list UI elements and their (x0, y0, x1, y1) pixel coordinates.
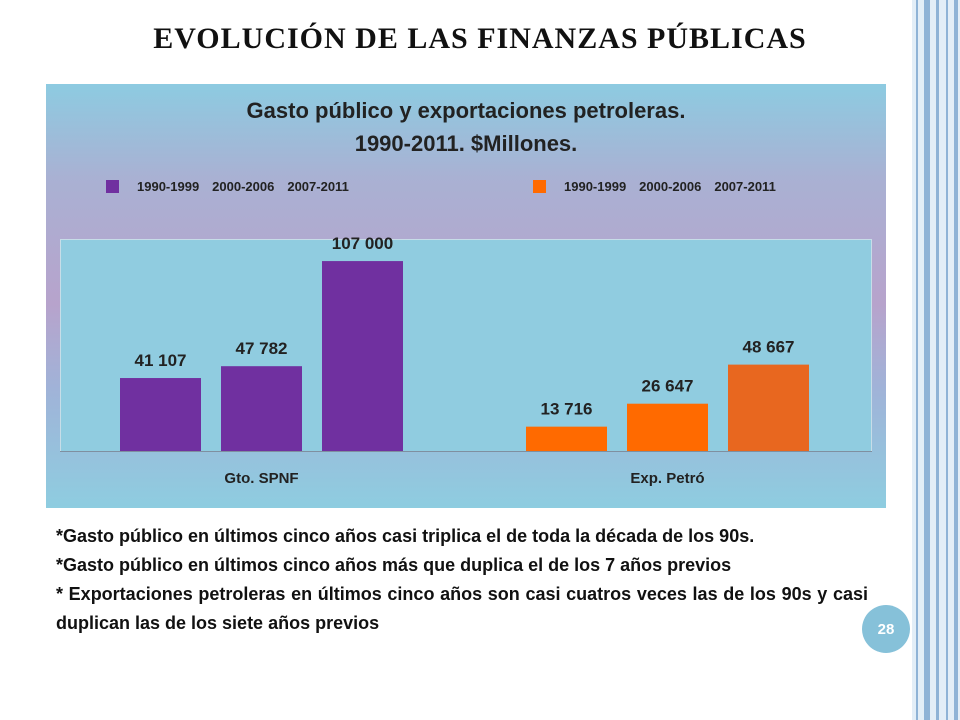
note: *Gasto público en últimos cinco años más… (56, 555, 732, 575)
legend-label: 2000-2006 (639, 179, 702, 194)
bar (728, 364, 809, 451)
slide-title: EVOLUCIÓN DE LAS FINANZAS PÚBLICAS (153, 22, 807, 55)
chart-title: Gasto público y exportaciones petroleras… (46, 94, 886, 160)
decorative-stripes (912, 0, 960, 720)
bar (322, 261, 403, 451)
chart: Gasto público y exportaciones petroleras… (46, 84, 886, 508)
bar-value-label: 48 667 (743, 338, 795, 357)
legend-swatch-gasto (106, 180, 119, 193)
bar-value-label: 41 107 (135, 351, 187, 370)
bar-value-label: 13 716 (541, 400, 593, 419)
legend-label: 1990-1999 (137, 179, 200, 194)
legend-label: 2007-2011 (714, 179, 776, 194)
legend-gasto: 1990-1999 2000-2006 2007-2011 (106, 179, 362, 194)
page-number-badge: 28 (862, 605, 910, 653)
chart-title-line-2: 1990-2011. $Millones. (354, 131, 578, 156)
chart-title-line-1: Gasto público y exportaciones petroleras… (246, 98, 686, 123)
category-axis-label: Exp. Petró (630, 470, 704, 487)
note: *Gasto público en últimos cinco años cas… (56, 526, 755, 546)
notes: *Gasto público en últimos cinco años cas… (56, 522, 868, 638)
bar-chart-svg: 41 107 47 782 107 000 Gto. SPNF 13 716 26 647… (120, 234, 809, 487)
legend-label: 2007-2011 (287, 179, 349, 194)
x-axis-line (60, 451, 872, 452)
legend-label: 1990-1999 (564, 179, 627, 194)
legend-exportaciones: 1990-1999 2000-2006 2007-2011 (533, 179, 789, 194)
bar-value-label: 107 000 (332, 234, 393, 253)
bar (120, 378, 201, 451)
bar (627, 403, 708, 451)
legend-label: 2000-2006 (212, 179, 275, 194)
bar (526, 426, 607, 451)
bar (221, 366, 302, 451)
bar-value-label: 26 647 (642, 377, 694, 396)
category-axis-label: Gto. SPNF (224, 470, 298, 487)
legend-swatch-exportaciones (533, 180, 546, 193)
bar-value-label: 47 782 (236, 339, 288, 358)
note: * Exportaciones petroleras en últimos ci… (56, 584, 868, 633)
